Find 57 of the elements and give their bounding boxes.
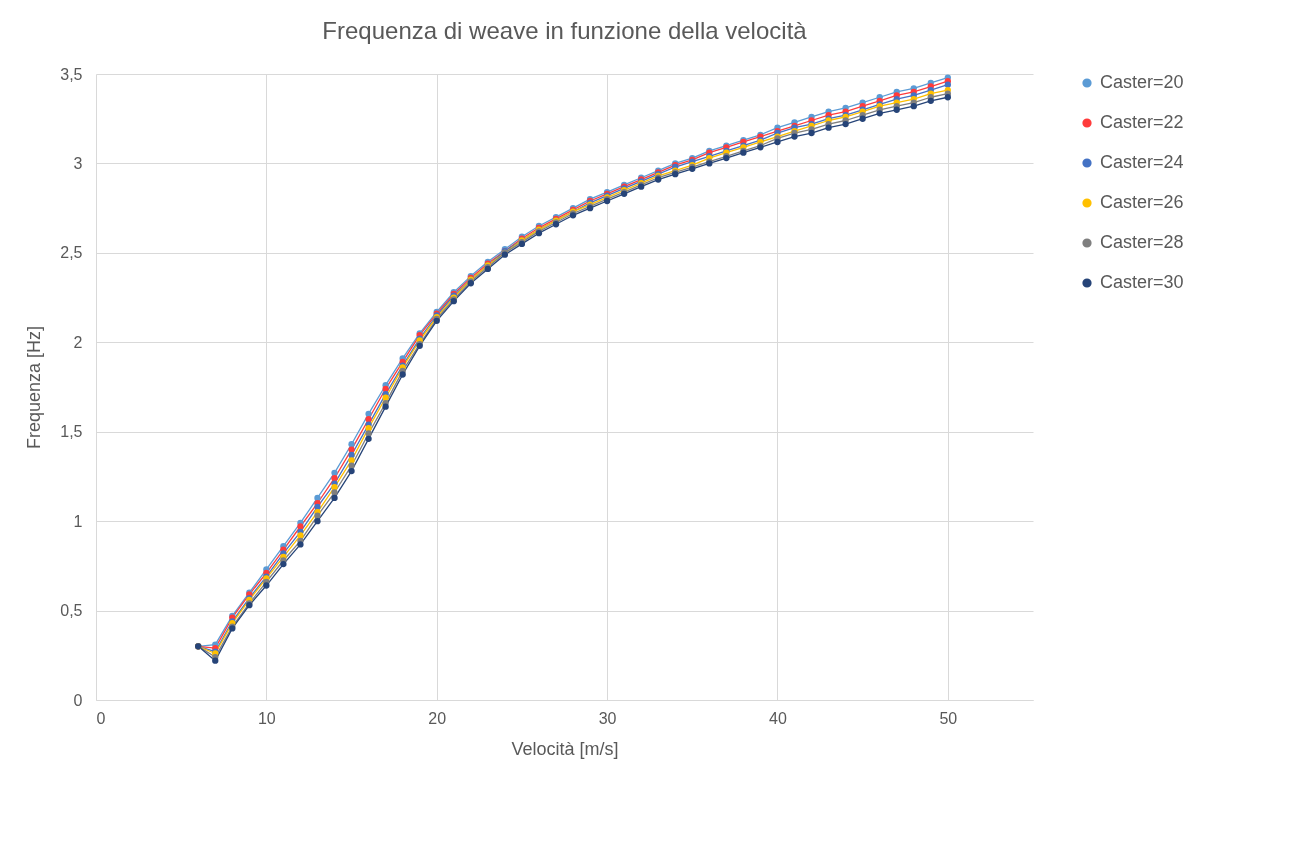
point (365, 430, 372, 437)
y-tick-label: 3,5 (60, 65, 83, 83)
point (774, 138, 781, 146)
point (297, 523, 304, 530)
point (842, 120, 849, 128)
point (280, 560, 287, 568)
legend-label: Caster=20 (1100, 72, 1184, 92)
point (331, 484, 338, 491)
x-tick-label: 0 (96, 709, 106, 727)
point (365, 424, 372, 432)
point (297, 532, 304, 539)
legend-label: Caster=22 (1100, 112, 1184, 132)
point (365, 416, 372, 423)
y-tick-label: 3 (73, 154, 83, 172)
y-axis-title: Frequenza [Hz] (24, 325, 45, 450)
point (263, 582, 270, 589)
point (825, 124, 832, 131)
point (944, 94, 951, 101)
point (348, 446, 355, 453)
legend-label: Caster=26 (1100, 192, 1184, 212)
point (314, 517, 321, 525)
point (348, 451, 355, 459)
point (314, 494, 321, 502)
y-tick-label: 0 (73, 691, 83, 709)
point (331, 489, 338, 496)
point (365, 410, 372, 417)
point (331, 494, 338, 502)
x-axis-title: Velocità [m/s] (511, 738, 619, 759)
point (808, 129, 815, 137)
legend-label: Caster=30 (1100, 272, 1184, 292)
point (331, 469, 338, 477)
x-tick-label: 50 (939, 709, 958, 727)
point (910, 103, 917, 110)
legend-label: Caster=28 (1100, 232, 1184, 252)
point (399, 371, 406, 378)
y-tick-label: 0,5 (60, 602, 83, 620)
y-tick-label: 1,5 (60, 423, 83, 441)
point (791, 133, 798, 140)
y-tick-label: 1 (73, 512, 83, 530)
y-tick-label: 2 (73, 333, 83, 351)
x-tick-label: 10 (257, 709, 276, 727)
y-tick-label: 2,5 (60, 244, 83, 262)
point (348, 457, 355, 464)
point (212, 657, 219, 664)
point (348, 467, 355, 475)
point (382, 403, 389, 410)
point (348, 462, 355, 469)
point (365, 435, 372, 443)
x-tick-label: 20 (428, 709, 447, 727)
x-tick-label: 30 (598, 709, 617, 727)
point (876, 110, 883, 117)
x-tick-label: 40 (769, 709, 787, 727)
legend-label: Caster=24 (1100, 152, 1184, 172)
chart-title: Frequenza di weave in funzione della velocità (322, 17, 808, 44)
point (297, 541, 304, 548)
point (331, 475, 338, 482)
point (348, 441, 355, 448)
